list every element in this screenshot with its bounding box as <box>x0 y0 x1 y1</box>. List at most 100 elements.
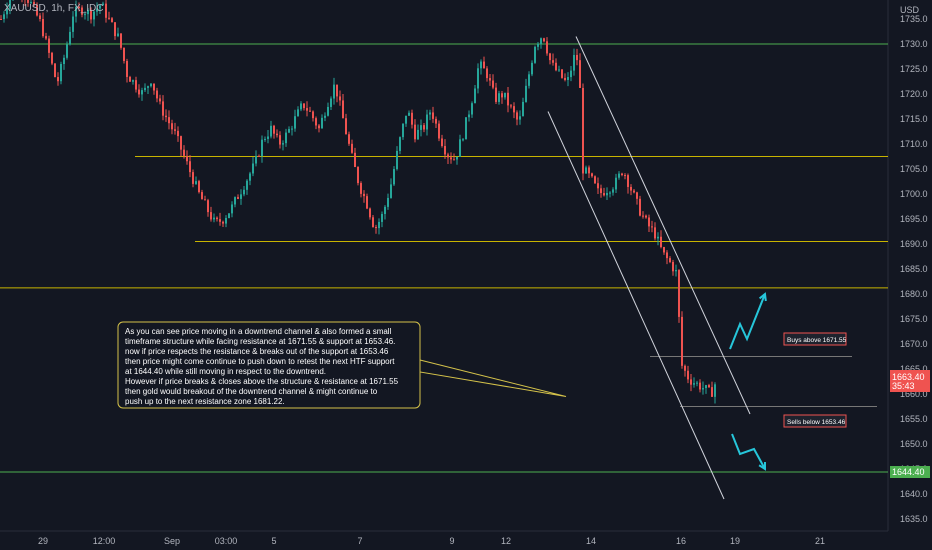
candle <box>573 54 575 71</box>
candle <box>306 108 308 111</box>
candle <box>600 188 602 194</box>
candle <box>87 9 89 15</box>
candle <box>495 87 497 102</box>
candle <box>489 78 491 81</box>
candle <box>123 47 125 62</box>
candle <box>243 189 245 195</box>
x-tick-label: 12:00 <box>93 536 116 546</box>
candle <box>516 112 518 120</box>
candle <box>480 61 482 69</box>
candle <box>651 226 653 228</box>
candle <box>240 194 242 199</box>
candle <box>174 129 176 131</box>
candle <box>213 217 215 220</box>
candle <box>351 143 353 153</box>
candle <box>327 106 329 116</box>
candle <box>585 167 587 174</box>
price-badge <box>890 370 930 392</box>
candle <box>261 139 263 157</box>
candle <box>654 227 656 239</box>
candle <box>570 70 572 78</box>
candle <box>339 96 341 101</box>
candle <box>642 215 644 217</box>
candle <box>57 77 59 82</box>
x-tick-label: 29 <box>38 536 48 546</box>
y-tick-label: 1725.0 <box>900 64 928 74</box>
note-box <box>117 321 421 409</box>
candle <box>504 92 506 98</box>
candle <box>459 139 461 157</box>
candle <box>474 88 476 104</box>
candle <box>675 270 677 272</box>
candle <box>336 84 338 97</box>
candle <box>0 19 2 20</box>
candle <box>471 103 473 115</box>
candle <box>309 110 311 112</box>
candle <box>705 385 707 389</box>
candle <box>606 193 608 196</box>
candle <box>132 80 134 82</box>
candle <box>372 217 374 228</box>
candle <box>579 60 581 88</box>
candle <box>549 53 551 61</box>
candle <box>525 85 527 102</box>
candle <box>270 125 272 137</box>
candle <box>432 112 434 119</box>
candle <box>54 63 56 78</box>
y-tick-label: 1640.0 <box>900 489 928 499</box>
candle <box>48 38 50 53</box>
candle <box>639 198 641 216</box>
candle <box>84 14 86 16</box>
candle <box>708 385 710 388</box>
candle <box>180 136 182 150</box>
candle <box>588 167 590 174</box>
price-badge <box>890 466 930 478</box>
candle <box>150 83 152 87</box>
candle <box>687 370 689 380</box>
price-badge-text: 1644.40 <box>892 467 925 477</box>
note-line: now if price respects the resistance & b… <box>125 347 389 356</box>
candle <box>438 123 440 139</box>
down-projection-head <box>758 461 767 471</box>
candle <box>231 204 233 214</box>
candle <box>117 33 119 37</box>
up-projection-head <box>758 292 767 302</box>
candle <box>156 90 158 99</box>
note-line: then price might come continue to push d… <box>125 357 395 366</box>
candle <box>555 62 557 71</box>
candle <box>537 43 539 47</box>
candle <box>318 125 320 129</box>
candle <box>582 87 584 174</box>
candle <box>258 155 260 157</box>
x-tick-label: 16 <box>676 536 686 546</box>
candle <box>291 128 293 130</box>
candle <box>534 46 536 63</box>
candle <box>363 193 365 197</box>
candle <box>63 57 65 64</box>
candle <box>528 74 530 86</box>
candle <box>96 8 98 12</box>
y-tick-label: 1720.0 <box>900 89 928 99</box>
candle <box>435 118 437 124</box>
note-line: at 1644.40 while still moving in respect… <box>125 367 326 376</box>
candle <box>69 31 71 45</box>
candle <box>216 217 218 220</box>
candle <box>627 175 629 187</box>
candle <box>390 184 392 198</box>
candle <box>78 6 80 8</box>
note-line: timeframe structure while facing resista… <box>125 337 395 346</box>
candle <box>546 41 548 54</box>
candle <box>660 236 662 248</box>
candle <box>603 193 605 196</box>
y-tick-label: 1695.0 <box>900 214 928 224</box>
candle <box>423 125 425 130</box>
candle <box>426 114 428 130</box>
candle <box>222 221 224 224</box>
candle <box>645 215 647 218</box>
candle <box>414 124 416 140</box>
candle <box>102 3 104 6</box>
x-tick-label: 12 <box>501 536 511 546</box>
x-tick-label: 03:00 <box>215 536 238 546</box>
